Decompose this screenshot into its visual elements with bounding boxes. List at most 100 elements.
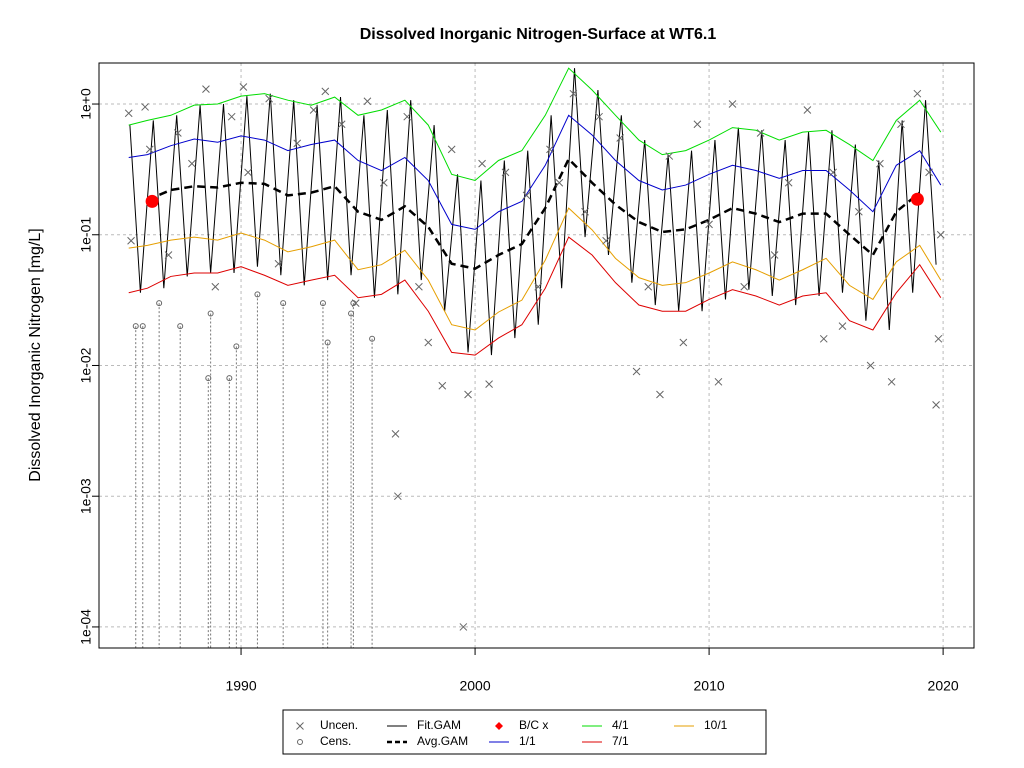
point <box>770 251 779 259</box>
point <box>485 380 493 388</box>
point <box>424 338 433 347</box>
point <box>464 390 472 399</box>
point <box>803 106 812 114</box>
legend-swatch <box>495 722 503 730</box>
point <box>595 112 603 121</box>
point <box>233 343 240 350</box>
point <box>337 120 346 129</box>
point <box>239 83 248 91</box>
point <box>226 375 233 382</box>
point <box>838 322 847 330</box>
point <box>369 335 376 342</box>
point <box>124 109 133 118</box>
point <box>207 310 214 317</box>
point <box>156 300 163 307</box>
point <box>932 400 940 409</box>
point <box>501 168 510 177</box>
point <box>925 168 933 177</box>
x-tick-label: 1990 <box>225 678 256 694</box>
point <box>379 178 388 187</box>
point <box>274 259 283 268</box>
point <box>784 178 793 187</box>
point <box>265 94 273 103</box>
point <box>319 300 326 307</box>
point <box>829 168 837 177</box>
point <box>534 282 543 291</box>
point <box>478 159 486 168</box>
point <box>309 106 318 114</box>
point <box>679 338 688 347</box>
point <box>876 159 884 168</box>
point <box>644 282 653 291</box>
y-tick-label: 1e-04 <box>78 609 94 645</box>
point <box>665 152 674 160</box>
point <box>693 120 702 129</box>
point <box>616 134 625 142</box>
point <box>391 429 400 438</box>
series-line <box>128 114 942 230</box>
series-line <box>128 207 942 331</box>
point <box>202 85 210 93</box>
legend-label: Cens. <box>320 734 351 748</box>
point <box>324 339 331 346</box>
point <box>280 300 287 307</box>
point <box>132 323 139 330</box>
x-tick-label: 2020 <box>928 678 959 694</box>
point <box>714 377 723 386</box>
legend-label: 1/1 <box>519 734 536 748</box>
y-tick-label: 1e-01 <box>78 217 94 253</box>
point <box>819 334 828 343</box>
legend-swatch <box>296 722 304 730</box>
series-line <box>128 236 942 356</box>
point <box>393 492 402 501</box>
legend-box <box>282 709 767 755</box>
legend-label: Fit.GAM <box>417 718 461 732</box>
point <box>656 390 664 399</box>
point <box>438 381 447 390</box>
legend-swatch <box>297 739 303 745</box>
point <box>350 300 357 307</box>
point <box>254 291 261 298</box>
point <box>141 103 149 111</box>
point <box>145 145 154 154</box>
point <box>164 251 173 259</box>
point <box>459 623 468 631</box>
point <box>348 310 355 317</box>
point <box>127 236 135 245</box>
point <box>934 334 943 343</box>
legend-label: Uncen. <box>320 718 358 732</box>
series-line <box>146 156 921 271</box>
point <box>522 191 531 200</box>
point <box>581 207 589 216</box>
point <box>293 139 302 148</box>
legend-label: 4/1 <box>612 718 629 732</box>
y-tick-label: 1e-02 <box>78 347 94 383</box>
legend-label: Avg.GAM <box>417 734 468 748</box>
point <box>321 87 330 96</box>
point <box>740 282 749 291</box>
point <box>188 159 196 168</box>
legend-label: B/C x <box>519 718 548 732</box>
legend-label: 7/1 <box>612 734 629 748</box>
point <box>756 129 765 137</box>
point <box>363 97 372 106</box>
point <box>211 282 220 291</box>
point <box>415 282 423 291</box>
point <box>913 89 922 98</box>
point <box>936 230 945 239</box>
x-tick-label: 2010 <box>694 678 725 694</box>
point <box>555 178 564 187</box>
point <box>910 192 924 206</box>
point <box>632 367 641 376</box>
point <box>866 361 875 370</box>
point <box>174 129 182 137</box>
point <box>569 89 578 98</box>
point <box>602 236 610 245</box>
plot-area <box>124 67 945 648</box>
point <box>244 168 252 177</box>
series-line <box>128 67 942 182</box>
point <box>177 323 184 330</box>
point <box>728 100 737 108</box>
point <box>447 145 456 154</box>
